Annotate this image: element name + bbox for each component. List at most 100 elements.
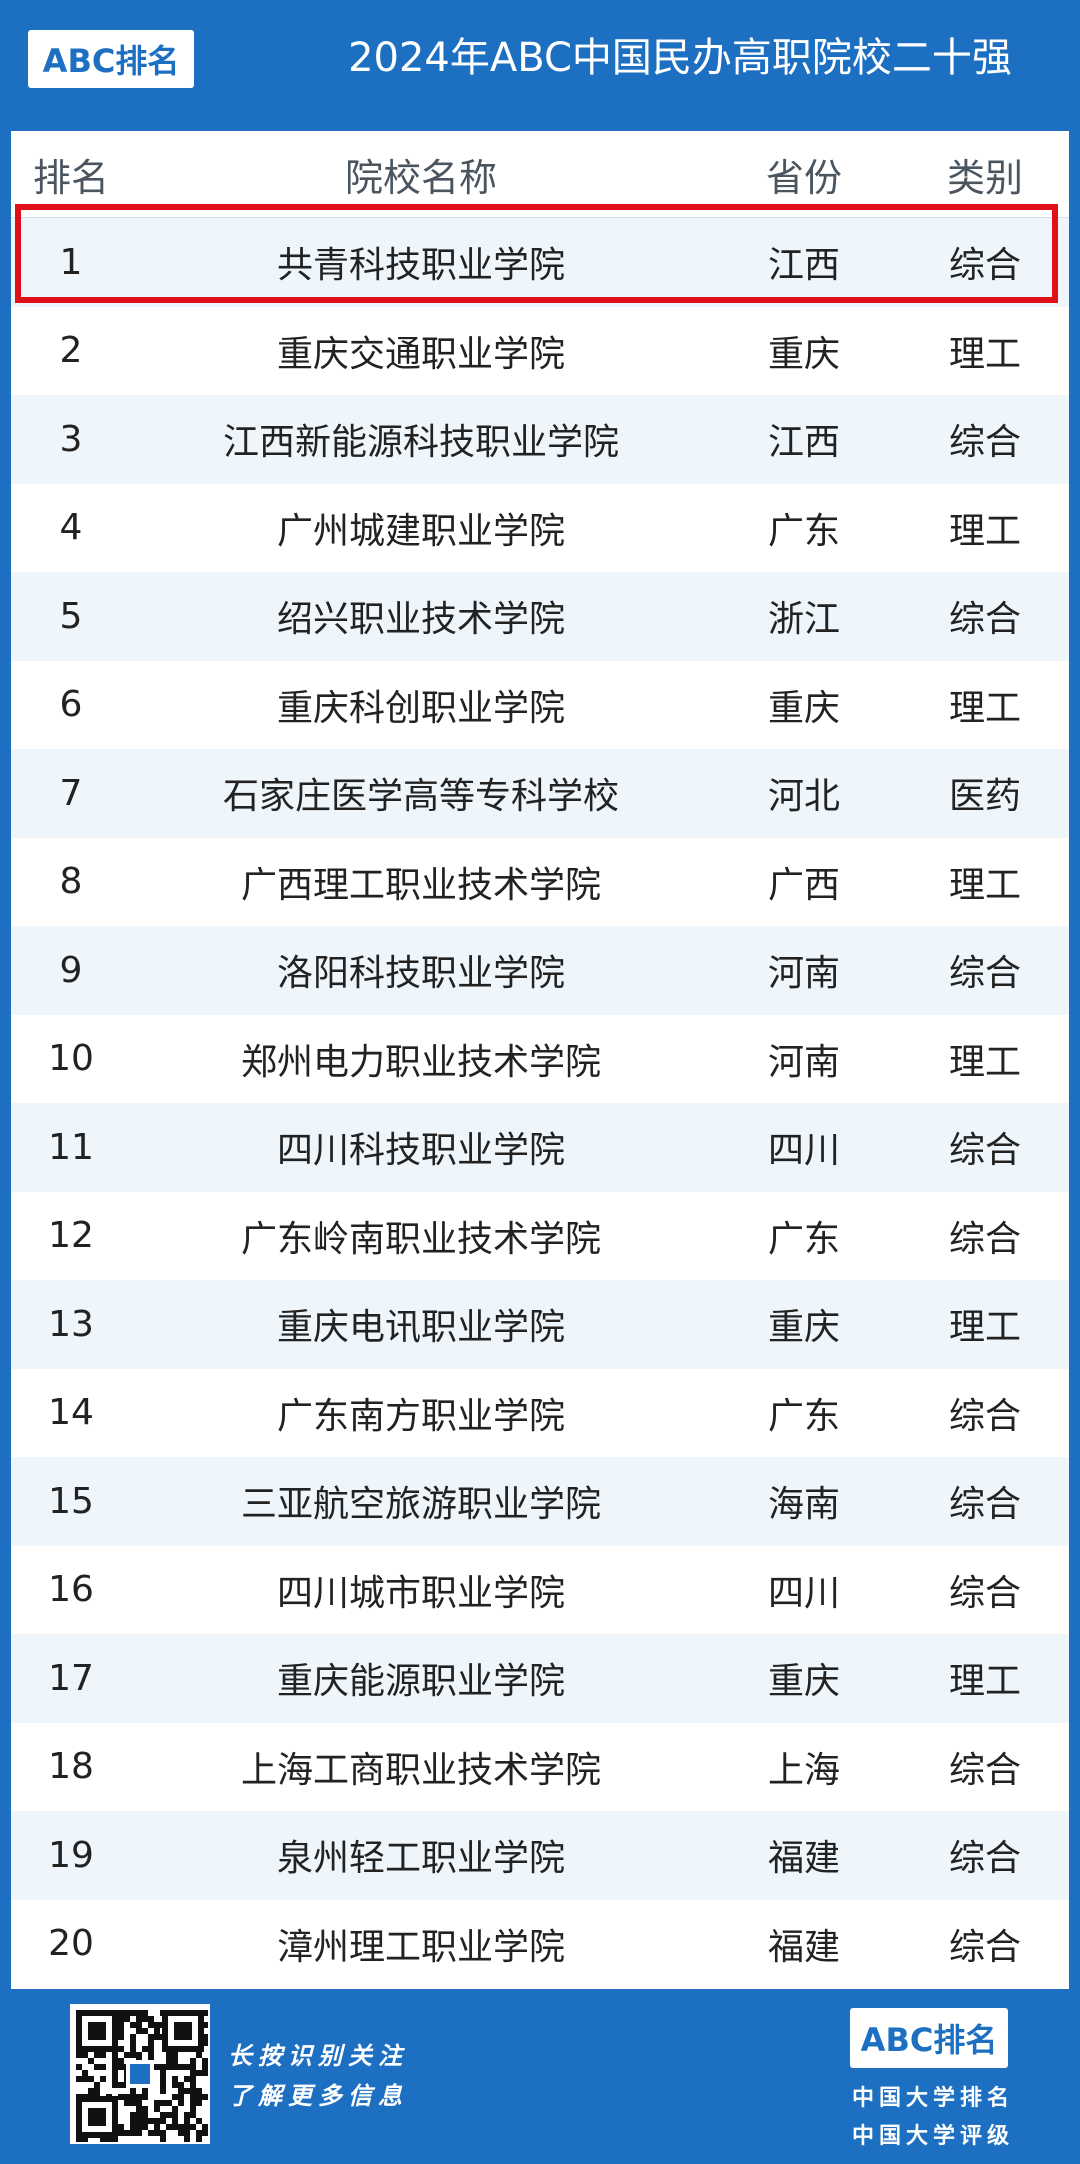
school-name: 上海工商职业技术学院 — [240, 1749, 601, 1791]
qr-module — [154, 2022, 160, 2028]
rank: 7 — [59, 772, 83, 814]
category: 综合 — [948, 1749, 1021, 1791]
qr-module — [100, 2136, 106, 2142]
qr-module — [130, 2100, 136, 2106]
qr-module — [76, 2052, 82, 2058]
highlight-box — [15, 204, 1058, 303]
qr-module — [112, 2064, 118, 2070]
rank: 12 — [48, 1215, 94, 1257]
table-row: 9 洛阳科技职业学院 河南 综合 — [11, 926, 1069, 1015]
rank: 4 — [59, 507, 83, 549]
qr-module — [136, 2022, 142, 2028]
qr-module — [142, 2094, 148, 2100]
qr-module — [124, 2094, 130, 2100]
qr-module — [118, 2028, 124, 2034]
qr-module — [118, 2034, 124, 2040]
province: 四川 — [767, 1130, 840, 1172]
qr-module — [184, 2136, 190, 2142]
school-name: 绍兴职业技术学院 — [276, 599, 565, 641]
rank: 6 — [59, 684, 83, 726]
qr-module — [130, 2022, 136, 2028]
category: 理工 — [948, 510, 1021, 552]
qr-module — [130, 2040, 136, 2046]
school-name: 重庆交通职业学院 — [276, 333, 565, 375]
category: 综合 — [948, 245, 1021, 287]
school-name: 泉州轻工职业学院 — [276, 1838, 565, 1880]
qr-module — [172, 2112, 178, 2118]
qr-module — [148, 2052, 154, 2058]
qr-module — [136, 2052, 142, 2058]
qr-module — [184, 2076, 190, 2082]
qr-module — [88, 2088, 94, 2094]
qr-module — [136, 2016, 142, 2022]
qr-module — [190, 2070, 196, 2076]
qr-module — [82, 2070, 88, 2076]
province: 重庆 — [767, 1307, 840, 1349]
qr-module — [196, 2052, 202, 2058]
rank: 3 — [59, 418, 83, 460]
qr-module — [190, 2100, 196, 2106]
qr-module — [166, 2052, 172, 2058]
qr-module — [142, 2046, 148, 2052]
qr-module — [190, 2076, 196, 2082]
qr-module — [178, 2124, 184, 2130]
province: 广西 — [767, 864, 840, 906]
qr-module — [172, 2106, 178, 2112]
province: 福建 — [767, 1926, 840, 1968]
qr-module — [172, 2076, 178, 2082]
table-header: 排名 院校名称 省份 类别 — [11, 131, 1069, 218]
qr-module — [196, 2100, 202, 2106]
qr-module — [148, 2046, 154, 2052]
school-name: 广州城建职业学院 — [276, 510, 565, 552]
qr-module — [154, 2118, 160, 2124]
qr-module — [136, 2100, 142, 2106]
qr-module — [154, 2100, 160, 2106]
qr-module — [118, 2124, 124, 2130]
province: 上海 — [767, 1749, 840, 1791]
qr-module — [202, 2010, 208, 2016]
qr-module — [136, 2106, 142, 2112]
category: 理工 — [948, 1661, 1021, 1703]
category: 综合 — [948, 1130, 1021, 1172]
province: 福建 — [767, 1838, 840, 1880]
rank: 1 — [59, 241, 83, 283]
qr-module — [94, 2064, 100, 2070]
province: 广东 — [767, 1395, 840, 1437]
category: 综合 — [948, 1218, 1021, 1260]
school-name: 广东南方职业学院 — [276, 1395, 565, 1437]
qr-module — [136, 2130, 142, 2136]
qr-module — [130, 2094, 136, 2100]
qr-module — [142, 2028, 148, 2034]
qr-module — [172, 2064, 178, 2070]
qr-module — [130, 2010, 136, 2016]
qr-module — [124, 2010, 130, 2016]
qr-module — [190, 2112, 196, 2118]
qr-module — [160, 2082, 166, 2088]
qr-module — [130, 2052, 136, 2058]
qr-caption: 了解更多信息 — [228, 2082, 408, 2110]
qr-module — [94, 2052, 100, 2058]
rank: 11 — [48, 1126, 94, 1168]
table-row: 16 四川城市职业学院 四川 综合 — [11, 1545, 1069, 1634]
qr-module — [112, 2070, 118, 2076]
rank: 19 — [48, 1834, 94, 1876]
qr-module — [172, 2082, 178, 2088]
table-row: 6 重庆科创职业学院 重庆 理工 — [11, 660, 1069, 749]
qr-module — [202, 2034, 208, 2040]
rank: 18 — [48, 1746, 94, 1788]
qr-module — [166, 2064, 172, 2070]
category: 理工 — [948, 687, 1021, 729]
qr-module — [154, 2106, 160, 2112]
province: 重庆 — [767, 1661, 840, 1703]
qr-module — [202, 2130, 208, 2136]
qr-module — [184, 2118, 190, 2124]
table-row: 4 广州城建职业学院 广东 理工 — [11, 483, 1069, 572]
qr-module — [82, 2052, 88, 2058]
qr-module — [184, 2112, 190, 2118]
qr-module — [88, 2076, 94, 2082]
category: 综合 — [948, 1926, 1021, 1968]
qr-module — [100, 2076, 106, 2082]
rank: 8 — [59, 861, 83, 903]
province: 四川 — [767, 1572, 840, 1614]
table-row: 1 共青科技职业学院 江西 综合 — [11, 218, 1069, 307]
